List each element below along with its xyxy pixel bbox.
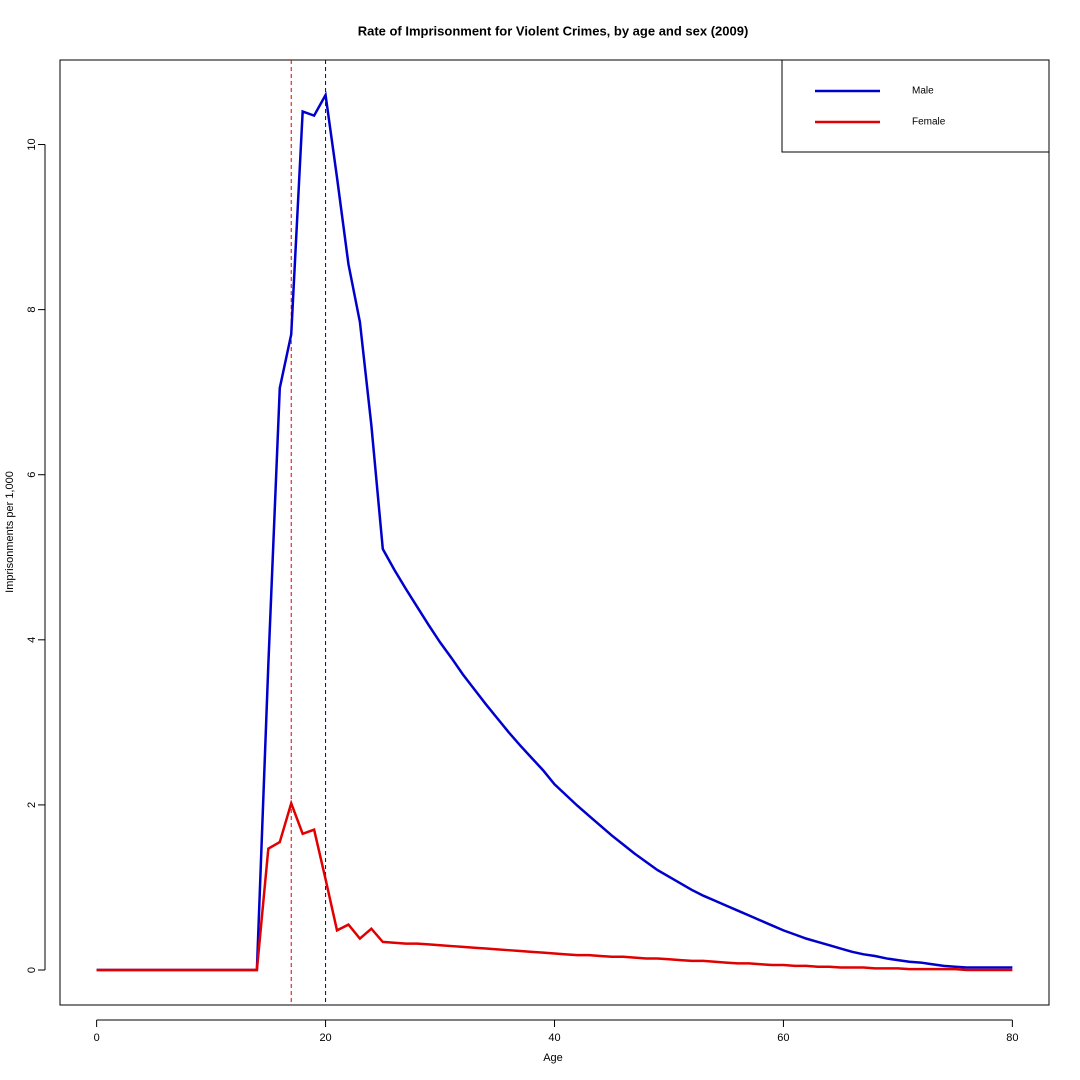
y-tick-label: 0	[26, 967, 38, 973]
y-axis-label: Imprisonments per 1,000	[4, 471, 16, 593]
chart-title: Rate of Imprisonment for Violent Crimes,…	[358, 23, 749, 38]
x-tick-label: 60	[777, 1032, 789, 1044]
x-tick-label: 80	[1006, 1032, 1018, 1044]
y-tick-label: 6	[26, 472, 38, 478]
y-tick-label: 2	[26, 802, 38, 808]
series-line	[96, 799, 1013, 972]
series-line	[96, 91, 1013, 972]
y-tick-label: 8	[26, 307, 38, 313]
x-tick-label: 40	[548, 1032, 560, 1044]
legend-label: Male	[912, 86, 934, 97]
legend-label: Female	[912, 117, 946, 128]
y-tick-label: 10	[26, 138, 38, 150]
x-axis-label: Age	[543, 1052, 563, 1064]
legend-box	[781, 59, 1050, 153]
x-tick-label: 0	[94, 1032, 100, 1044]
x-tick-label: 20	[319, 1032, 331, 1044]
plot-frame	[59, 59, 1050, 1006]
y-tick-label: 4	[26, 637, 38, 643]
